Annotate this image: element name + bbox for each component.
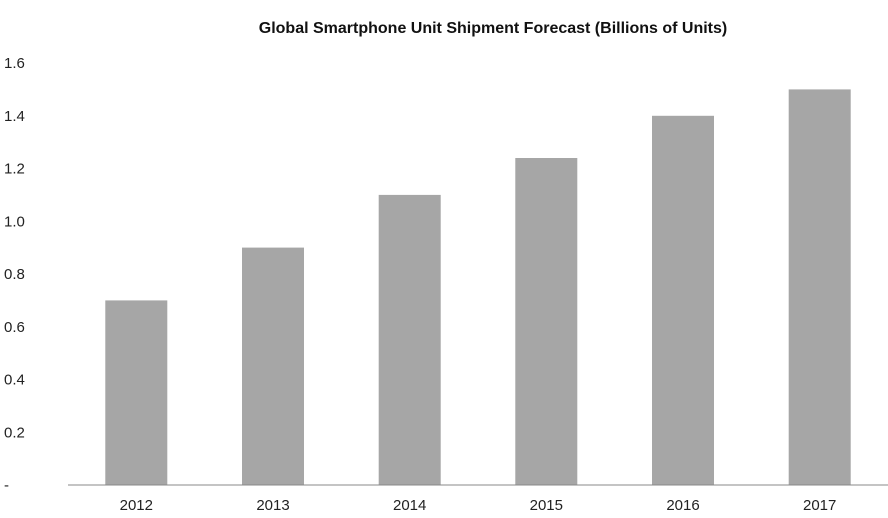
x-tick-label: 2012: [120, 497, 153, 514]
bars-group: [105, 89, 851, 486]
bar-2015: [515, 158, 578, 485]
y-axis-ticks: - 0.2 0.4 0.6 0.8 1.0 1.2 1.4 1.6: [4, 55, 25, 494]
bar-2012: [105, 300, 168, 485]
y-tick-label: 0.8: [4, 266, 25, 283]
y-tick-label: 0.6: [4, 319, 25, 336]
x-tick-label: 2015: [530, 497, 563, 514]
x-tick-label: 2016: [666, 497, 699, 514]
bar-2017: [788, 89, 851, 486]
bar-2014: [378, 194, 441, 485]
bar-2016: [652, 115, 714, 486]
y-tick-label: 1.2: [4, 161, 25, 178]
y-tick-label: 0.2: [4, 424, 25, 441]
x-tick-label: 2013: [256, 497, 289, 514]
y-tick-label: 1.0: [4, 213, 25, 230]
y-tick-label: 0.4: [4, 372, 25, 389]
x-tick-label: 2014: [393, 497, 426, 514]
chart-title: Global Smartphone Unit Shipment Forecast…: [259, 20, 727, 37]
y-tick-label: -: [4, 477, 9, 494]
bar-2013: [242, 247, 304, 485]
y-tick-label: 1.6: [4, 55, 25, 72]
y-tick-label: 1.4: [4, 108, 25, 125]
x-axis-ticks: 2012 2013 2014 2015 2016 2017: [120, 497, 837, 514]
x-tick-label: 2017: [803, 497, 836, 514]
